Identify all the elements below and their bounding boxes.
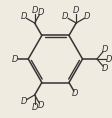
Text: D: D <box>72 89 78 98</box>
Text: D: D <box>31 103 38 112</box>
Text: D: D <box>72 6 79 15</box>
Text: D: D <box>105 55 112 63</box>
Text: D: D <box>101 45 107 54</box>
Text: D: D <box>20 12 27 21</box>
Text: D: D <box>37 8 44 17</box>
Text: D: D <box>83 12 89 21</box>
Text: D: D <box>12 55 18 63</box>
Text: D: D <box>20 97 27 106</box>
Text: D: D <box>37 101 44 110</box>
Text: D: D <box>101 64 107 73</box>
Text: D: D <box>31 6 38 15</box>
Text: D: D <box>61 12 68 21</box>
